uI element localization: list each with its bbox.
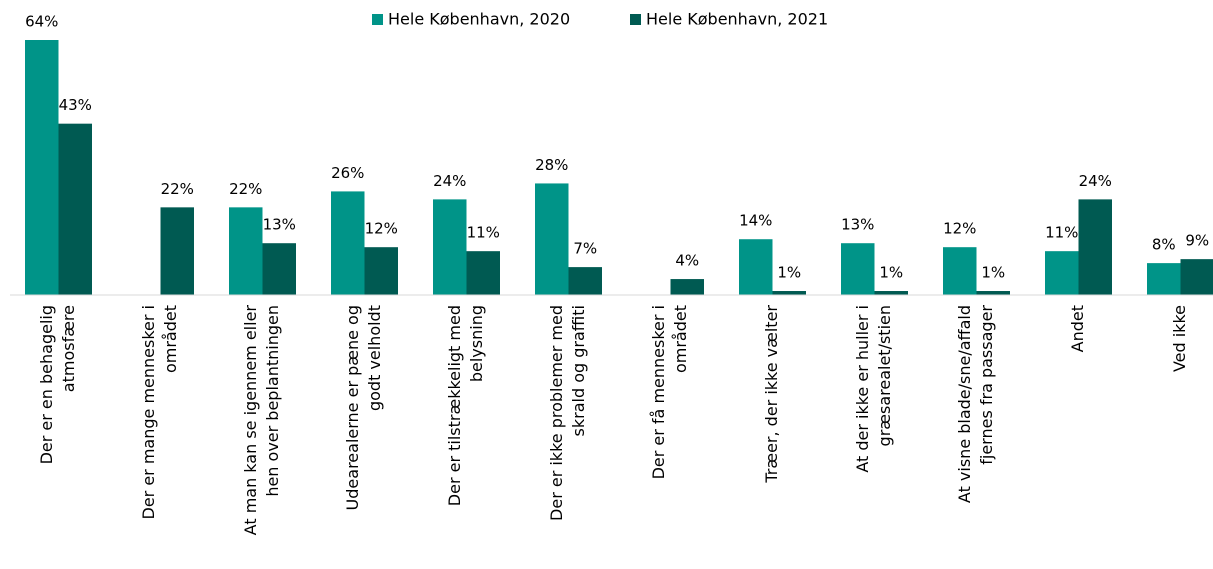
- data-label: 22%: [229, 180, 262, 198]
- bar: [976, 291, 1010, 295]
- bar: [1078, 199, 1112, 295]
- x-tick-label: Ved ikke: [1170, 305, 1189, 372]
- legend-label: Hele København, 2021: [646, 10, 828, 29]
- data-label: 24%: [433, 172, 466, 190]
- x-tick-label: Der er tilstrækkeligt med: [445, 305, 464, 506]
- bar: [1180, 259, 1213, 295]
- data-label: 26%: [331, 164, 364, 182]
- bar: [331, 191, 365, 295]
- x-tick-label: Andet: [1068, 305, 1087, 352]
- x-tick-label: området: [161, 305, 180, 373]
- x-tick-label: atmosfære: [59, 305, 78, 392]
- x-tick-label: Der er få mennesker i: [649, 305, 668, 479]
- x-tick-label: hen over beplantningen: [263, 305, 282, 497]
- data-label: 43%: [59, 96, 92, 114]
- x-tick-label: Der er ikke problemer med: [547, 305, 566, 521]
- bar: [874, 291, 908, 295]
- bar: [568, 267, 602, 295]
- legend-swatch: [372, 14, 383, 25]
- data-label: 64%: [25, 13, 58, 31]
- bar: [535, 183, 569, 295]
- data-label: 12%: [943, 220, 976, 238]
- bar: [1045, 251, 1079, 295]
- bar: [58, 123, 92, 295]
- data-label: 22%: [161, 180, 194, 198]
- x-tick-label: At der ikke er huller i: [853, 305, 872, 473]
- data-label: 12%: [365, 220, 398, 238]
- bar: [943, 247, 977, 295]
- data-label: 11%: [1045, 224, 1078, 242]
- bar: [229, 207, 263, 295]
- bar: [841, 243, 875, 295]
- x-tick-label: At visne blade/sne/affald: [955, 305, 974, 503]
- bar: [364, 247, 398, 295]
- x-tick-label: fjernes fra passager: [977, 305, 996, 465]
- bar: [772, 291, 806, 295]
- data-label: 28%: [535, 156, 568, 174]
- data-label: 24%: [1079, 172, 1112, 190]
- x-tick-label: Udearealerne er pæne og: [343, 305, 362, 510]
- x-tick-label: Der er mange mennesker i: [139, 305, 158, 520]
- bar: [160, 207, 194, 295]
- x-tick-label: skrald og graffiti: [569, 305, 588, 436]
- data-label: 7%: [573, 240, 597, 258]
- data-label: 1%: [879, 264, 903, 282]
- x-tick-label: området: [671, 305, 690, 373]
- x-tick-label: Træer, der ikke vælter: [762, 305, 781, 484]
- bar: [25, 40, 59, 295]
- data-label: 13%: [263, 216, 296, 234]
- data-label: 13%: [841, 216, 874, 234]
- legend-label: Hele København, 2020: [388, 10, 570, 29]
- data-label: 1%: [981, 264, 1005, 282]
- data-label: 9%: [1185, 232, 1209, 250]
- x-tick-label: At man kan se igennem eller: [241, 305, 260, 536]
- x-tick-label: belysning: [467, 305, 486, 382]
- data-label: 4%: [675, 252, 699, 270]
- bar: [1147, 263, 1181, 295]
- bar: [433, 199, 467, 295]
- x-tick-label: græsarealet/stien: [875, 305, 894, 446]
- bar: [739, 239, 773, 295]
- bar: [670, 279, 704, 295]
- data-label: 11%: [467, 224, 500, 242]
- bar: [262, 243, 296, 295]
- data-label: 8%: [1152, 236, 1176, 254]
- data-label: 1%: [777, 264, 801, 282]
- x-tick-label: godt velholdt: [365, 305, 384, 411]
- legend-swatch: [630, 14, 641, 25]
- bar: [466, 251, 500, 295]
- data-label: 14%: [739, 212, 772, 230]
- x-tick-label: Der er en behagelig: [37, 305, 56, 464]
